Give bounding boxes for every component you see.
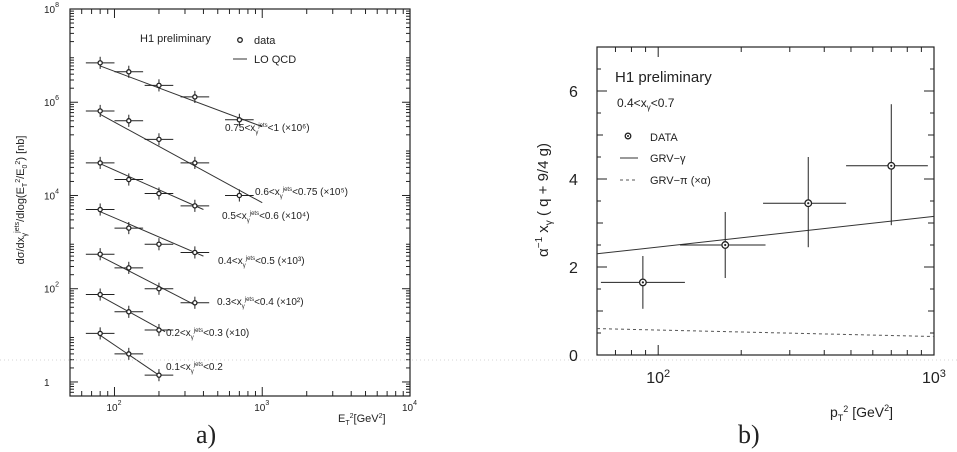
grv-pi-curve bbox=[596, 328, 935, 338]
a-series-2-point bbox=[97, 160, 103, 166]
a-series-0-point bbox=[97, 60, 103, 66]
a-series-6-point bbox=[156, 372, 162, 378]
a-series-5-point bbox=[97, 291, 103, 298]
b-xtick-label: 103 bbox=[922, 368, 946, 387]
a-series-1-point bbox=[156, 136, 162, 143]
a-series-4-point bbox=[156, 285, 162, 292]
panel-b-xlabel: pT2 [GeV2] bbox=[830, 403, 893, 423]
panel-a-ylabel: dσ/dxγjets/dlog(ET2/E02) [nb] bbox=[14, 136, 29, 265]
a-series-0-point bbox=[156, 82, 162, 89]
a-series-3-lo-qcd-curve bbox=[99, 211, 204, 257]
a-series-6-label: 0.1<xγjets<0.2 bbox=[166, 362, 223, 375]
a-series-3-point bbox=[192, 249, 198, 256]
a-series-4-lo-qcd-curve bbox=[99, 255, 196, 306]
a-series-5-point bbox=[126, 309, 132, 315]
a-series-4-point bbox=[97, 251, 103, 257]
b-data-point-center bbox=[641, 281, 644, 284]
a-series-0-point bbox=[126, 69, 132, 75]
a-series-6-point bbox=[126, 351, 132, 357]
a-series-2-point bbox=[126, 176, 132, 183]
legend-b-data-label: DATA bbox=[650, 132, 678, 144]
a-xtick-label: 102 bbox=[106, 400, 121, 414]
panel-b-subtitle: 0.4<xγ<0.7 bbox=[617, 96, 675, 112]
panel-a-legend: data LO QCD bbox=[233, 35, 296, 66]
a-series-3-point bbox=[97, 206, 103, 213]
b-data-point-center bbox=[724, 243, 727, 247]
a-series-0-lo-qcd-curve bbox=[99, 65, 263, 128]
a-series-1-label: 0.6<xγjets<0.75 (×10⁵) bbox=[255, 187, 348, 200]
panel-b-legend: DATA GRV−γ GRV−π (×α) bbox=[620, 132, 711, 187]
a-series-2-point bbox=[156, 190, 162, 197]
a-series-0-label: 0.75<xγjets<1 (×10⁶) bbox=[225, 123, 310, 136]
a-series-2-lo-qcd-curve bbox=[99, 163, 204, 210]
legend-b-data-dot bbox=[627, 135, 629, 137]
a-series-0-point bbox=[236, 117, 243, 123]
a-series-1-point bbox=[192, 160, 198, 166]
panel-b-frame bbox=[596, 46, 935, 356]
panel-b-label: b) bbox=[738, 420, 760, 449]
a-xtick-label: 104 bbox=[402, 400, 417, 414]
a-series-1-point bbox=[97, 108, 103, 114]
panel-b-title: H1 preliminary bbox=[615, 69, 712, 86]
b-xtick-label: 102 bbox=[646, 368, 670, 387]
panel-a-title: H1 preliminary bbox=[140, 33, 211, 45]
a-series-1-lo-qcd-curve bbox=[99, 113, 263, 204]
a-series-2-point bbox=[192, 203, 198, 209]
a-ytick-label: 104 bbox=[44, 188, 59, 202]
b-ytick-label: 4 bbox=[569, 172, 578, 189]
grv-gamma-curve bbox=[596, 215, 935, 255]
panel-a-cross-section-plot: 1 102 104 106 108 102 103 104 0.75<xγjets<1 (×… bbox=[14, 2, 417, 449]
a-xtick-label: 103 bbox=[254, 400, 269, 414]
legend-data-label: data bbox=[254, 35, 276, 47]
a-series-4-point bbox=[126, 265, 132, 271]
a-series-6-point bbox=[97, 330, 103, 337]
a-series-4-point bbox=[192, 300, 198, 306]
a-series-3-point bbox=[126, 225, 132, 231]
a-series-5-point bbox=[156, 327, 162, 333]
a-series-3-label: 0.4<xγjets<0.5 (×10³) bbox=[218, 256, 305, 269]
a-series-2-label: 0.5<xγjets<0.6 (×10⁴) bbox=[222, 211, 310, 224]
a-series-5-label: 0.2<xγjets<0.3 (×10) bbox=[166, 328, 249, 341]
panel-a-xlabel: ET2[GeV2] bbox=[338, 413, 386, 427]
a-ytick-label: 108 bbox=[44, 2, 59, 16]
panel-b-parton-density-plot: 0 2 4 6 102 103 H1 preliminary 0.4<xγ<0.7 DA… bbox=[0, 46, 957, 449]
a-ytick-label: 106 bbox=[44, 95, 59, 109]
a-ytick-label: 1 bbox=[44, 378, 50, 389]
b-ytick-label: 0 bbox=[569, 348, 578, 365]
legend-data-marker bbox=[237, 37, 243, 43]
a-series-1-point bbox=[236, 192, 243, 199]
a-series-0-point bbox=[192, 94, 198, 100]
legend-grv-pi-label: GRV−π (×α) bbox=[650, 175, 711, 187]
panel-a-label: a) bbox=[196, 420, 216, 449]
b-ytick-label: 6 bbox=[569, 84, 578, 101]
b-ytick-label: 2 bbox=[569, 260, 578, 277]
legend-grv-gamma-label: GRV−γ bbox=[650, 153, 686, 165]
legend-lo-qcd-label: LO QCD bbox=[254, 54, 296, 66]
a-series-4-label: 0.3<xγjets<0.4 (×10²) bbox=[217, 297, 304, 310]
panel-b-ylabel: α−1 xγ ( q + 9/4 g) bbox=[534, 143, 555, 257]
a-series-5-lo-qcd-curve bbox=[99, 295, 166, 333]
a-series-3-point bbox=[156, 241, 162, 247]
b-data-point-center bbox=[890, 164, 893, 167]
a-ytick-label: 102 bbox=[44, 282, 59, 296]
b-data-point-center bbox=[807, 202, 810, 205]
a-series-1-point bbox=[126, 118, 132, 124]
